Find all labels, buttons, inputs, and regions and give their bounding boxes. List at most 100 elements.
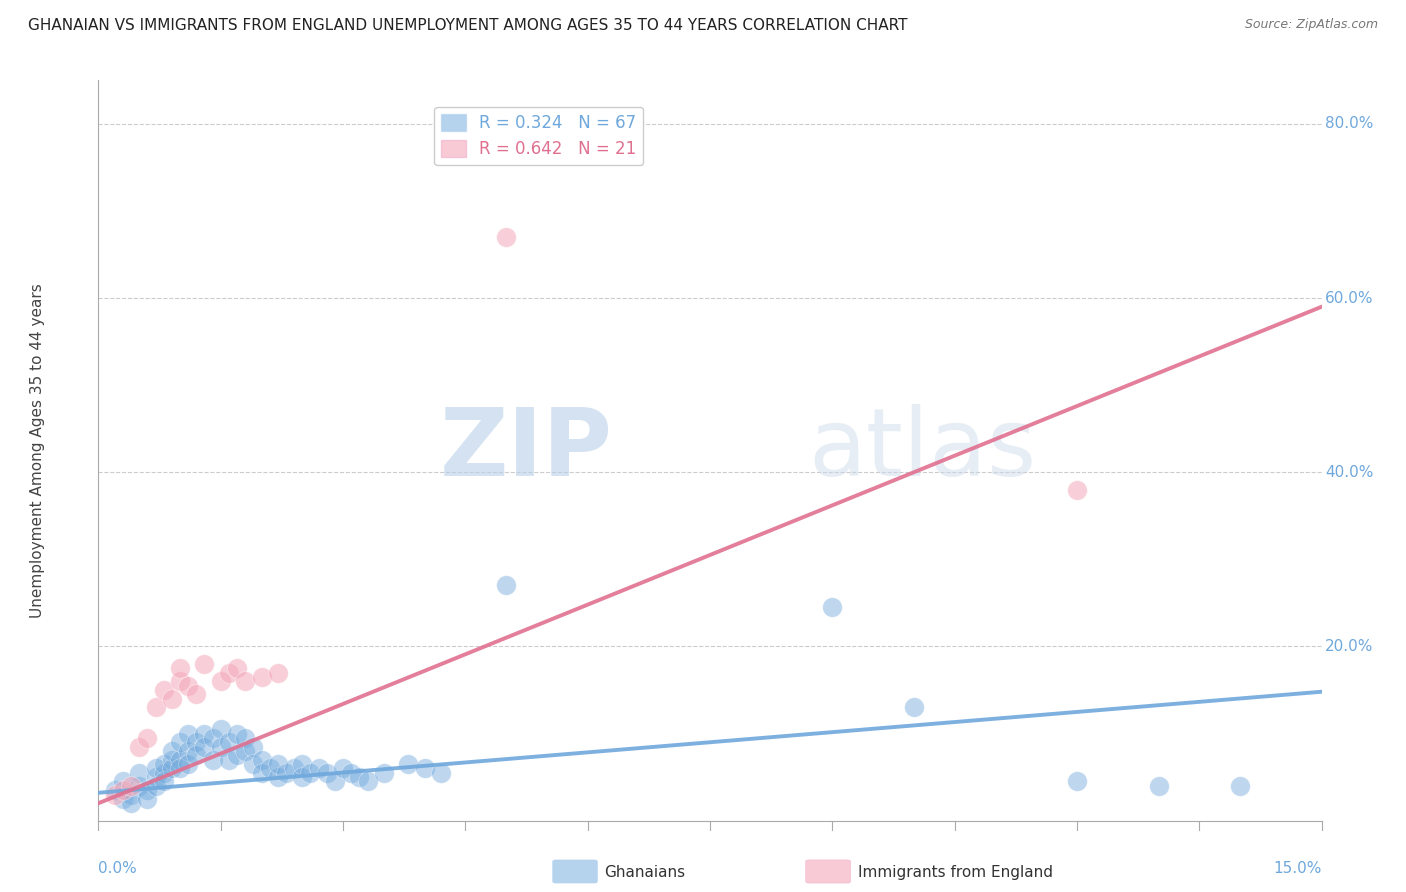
Point — [226, 661, 249, 675]
Point — [209, 674, 232, 689]
Point — [233, 731, 256, 745]
Point — [430, 765, 453, 780]
Point — [136, 792, 159, 806]
Point — [152, 765, 174, 780]
Point — [495, 230, 517, 244]
Legend: R = 0.324   N = 67, R = 0.642   N = 21: R = 0.324 N = 67, R = 0.642 N = 21 — [434, 107, 643, 165]
Point — [145, 700, 167, 714]
Point — [233, 744, 256, 758]
Text: 40.0%: 40.0% — [1326, 465, 1374, 480]
Point — [169, 735, 191, 749]
Point — [160, 753, 183, 767]
Point — [177, 726, 200, 740]
Point — [349, 770, 371, 784]
Point — [267, 665, 290, 680]
Point — [145, 779, 167, 793]
Point — [373, 765, 395, 780]
Point — [152, 683, 174, 698]
Point — [323, 774, 346, 789]
Point — [145, 770, 167, 784]
Point — [356, 774, 378, 789]
Point — [111, 774, 134, 789]
Point — [1229, 779, 1251, 793]
Point — [186, 735, 208, 749]
Point — [308, 761, 330, 775]
Point — [160, 744, 183, 758]
Point — [259, 761, 281, 775]
Point — [299, 765, 322, 780]
Point — [160, 761, 183, 775]
Point — [242, 739, 264, 754]
Point — [193, 739, 215, 754]
Point — [136, 783, 159, 797]
Text: Immigrants from England: Immigrants from England — [858, 865, 1053, 880]
Point — [283, 761, 305, 775]
Point — [396, 757, 419, 772]
Point — [250, 670, 273, 684]
Point — [201, 731, 224, 745]
Point — [233, 674, 256, 689]
Point — [267, 770, 290, 784]
Point — [128, 779, 150, 793]
Point — [169, 761, 191, 775]
Point — [177, 757, 200, 772]
Point — [160, 691, 183, 706]
Text: 20.0%: 20.0% — [1326, 639, 1374, 654]
Point — [218, 735, 240, 749]
Point — [218, 753, 240, 767]
Point — [250, 765, 273, 780]
Point — [315, 765, 337, 780]
Point — [104, 783, 127, 797]
Text: 80.0%: 80.0% — [1326, 116, 1374, 131]
Point — [1066, 774, 1088, 789]
Point — [193, 657, 215, 671]
Point — [242, 757, 264, 772]
Point — [226, 748, 249, 763]
Point — [177, 744, 200, 758]
Point — [1066, 483, 1088, 497]
Point — [218, 665, 240, 680]
Point — [193, 726, 215, 740]
Text: atlas: atlas — [808, 404, 1036, 497]
Point — [291, 757, 314, 772]
Point — [120, 788, 142, 802]
Point — [291, 770, 314, 784]
Point — [120, 779, 142, 793]
Point — [136, 731, 159, 745]
Point — [128, 739, 150, 754]
Point — [821, 600, 844, 615]
Point — [250, 753, 273, 767]
Point — [145, 761, 167, 775]
Point — [186, 687, 208, 701]
Point — [169, 753, 191, 767]
Point — [274, 765, 297, 780]
Point — [169, 674, 191, 689]
Text: Unemployment Among Ages 35 to 44 years: Unemployment Among Ages 35 to 44 years — [30, 283, 45, 618]
Point — [201, 753, 224, 767]
Point — [209, 722, 232, 736]
Text: ZIP: ZIP — [439, 404, 612, 497]
Point — [186, 748, 208, 763]
Point — [332, 761, 354, 775]
Text: Source: ZipAtlas.com: Source: ZipAtlas.com — [1244, 18, 1378, 31]
Point — [1147, 779, 1170, 793]
Point — [177, 679, 200, 693]
Text: GHANAIAN VS IMMIGRANTS FROM ENGLAND UNEMPLOYMENT AMONG AGES 35 TO 44 YEARS CORRE: GHANAIAN VS IMMIGRANTS FROM ENGLAND UNEM… — [28, 18, 908, 33]
Point — [104, 788, 127, 802]
Text: 0.0%: 0.0% — [98, 862, 138, 876]
Point — [120, 796, 142, 810]
Text: Ghanaians: Ghanaians — [605, 865, 686, 880]
Point — [111, 792, 134, 806]
Point — [152, 757, 174, 772]
Point — [169, 661, 191, 675]
Point — [226, 726, 249, 740]
Point — [903, 700, 925, 714]
Text: 60.0%: 60.0% — [1326, 291, 1374, 306]
Point — [209, 739, 232, 754]
Point — [495, 578, 517, 592]
Point — [340, 765, 363, 780]
Text: 15.0%: 15.0% — [1274, 862, 1322, 876]
Point — [267, 757, 290, 772]
Point — [413, 761, 436, 775]
Point — [111, 783, 134, 797]
